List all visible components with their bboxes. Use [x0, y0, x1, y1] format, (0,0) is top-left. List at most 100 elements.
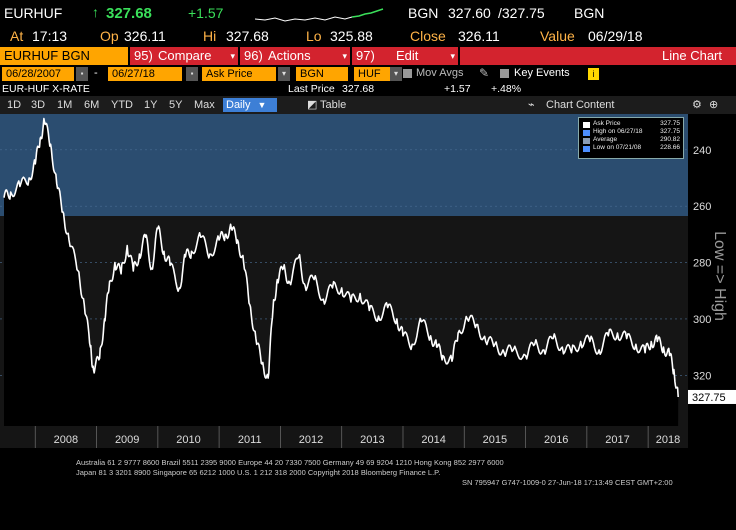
open-label: Op: [100, 28, 119, 44]
ticker: EURHUF: [4, 5, 63, 21]
chevron-down-icon: ▼: [257, 100, 267, 110]
x-tick-label: 2014: [421, 434, 445, 446]
period-max[interactable]: Max: [194, 99, 215, 111]
pencil-icon[interactable]: ✎: [479, 66, 490, 80]
x-tick-label: 2011: [238, 434, 262, 446]
table-icon[interactable]: ◩: [307, 99, 318, 111]
compare-button[interactable]: 95) Compare ▾: [130, 47, 238, 65]
y-tick-label: 240: [693, 145, 711, 157]
x-tick-label: 2008: [54, 434, 78, 446]
calendar-icon[interactable]: ▪: [76, 67, 88, 81]
footer-line-3: SN 795947 G747-1009-0 27-Jun-18 17:13:49…: [462, 478, 673, 487]
current-price-tag: 327.75: [688, 389, 736, 404]
change-value: +1.57: [444, 83, 471, 95]
gear-icon[interactable]: ⚙: [692, 99, 702, 111]
legend-high-label: High on 06/27/18: [593, 128, 643, 135]
chart-content-icon[interactable]: ⌁: [528, 99, 535, 111]
percent-change: +.48%: [491, 83, 522, 95]
x-tick-label: 2016: [544, 434, 568, 446]
mov-avgs-label: Mov Avgs: [416, 67, 464, 79]
x-tick-label: 2009: [115, 434, 139, 446]
field-select[interactable]: Ask Price: [202, 67, 276, 81]
edit-label: Edit: [396, 48, 419, 63]
edit-button[interactable]: 97) Edit ▾: [352, 47, 458, 65]
period-1d[interactable]: 1D: [7, 99, 22, 111]
legend-series-value: 327.75: [660, 120, 680, 127]
period-5y[interactable]: 5Y: [169, 99, 183, 111]
mov-avgs-checkbox[interactable]: [403, 69, 412, 78]
frequency-select[interactable]: Daily ▼: [223, 98, 277, 112]
footer: Australia 61 2 9777 8600 Brazil 5511 239…: [0, 458, 736, 530]
x-tick-label: 2017: [605, 434, 629, 446]
calendar-icon[interactable]: ▪: [186, 67, 198, 81]
chart-toolbar: 1D 3D 1M 6M YTD 1Y 5Y Max Daily ▼ ◩ Tabl…: [0, 96, 736, 114]
high-value: 327.68: [226, 28, 269, 44]
edit-number: 97): [356, 48, 375, 63]
quote-details: At 17:13 Op 326.11 Hi 327.68 Lo 325.88 C…: [0, 26, 736, 46]
close-value: 326.11: [458, 28, 500, 44]
chart-content-button[interactable]: Chart Content: [546, 99, 615, 111]
low-label: Lo: [306, 28, 322, 44]
actions-label: Actions: [268, 48, 311, 63]
price-area-fill: [4, 118, 679, 426]
legend-swatch-series: [583, 122, 590, 128]
x-tick-label: 2012: [299, 434, 323, 446]
up-arrow-icon: ↑: [92, 4, 99, 20]
x-tick-label: 2015: [483, 434, 507, 446]
frequency-label: Daily: [226, 99, 251, 111]
x-tick-label: 2013: [360, 434, 384, 446]
bid-price: 327.60: [448, 5, 491, 21]
chart-type-title: Line Chart: [460, 47, 736, 65]
sparkline: [255, 8, 384, 22]
zoom-icon[interactable]: ⊕: [709, 99, 719, 111]
current-price-box: [688, 389, 736, 404]
legend-swatch-average: [583, 138, 590, 144]
last-price: 327.68: [106, 5, 152, 22]
source-select[interactable]: BGN: [296, 67, 348, 81]
quote-source-2: BGN: [574, 5, 605, 21]
period-ytd[interactable]: YTD: [111, 99, 133, 111]
info-row: EUR-HUF X-RATE Last Price 327.68 +1.57 +…: [0, 82, 736, 96]
table-button[interactable]: Table: [320, 99, 347, 111]
actions-button[interactable]: 96) Actions ▾: [240, 47, 350, 65]
ask-price: /327.75: [498, 5, 545, 21]
quote-header: EURHUF ↑ 327.68 +1.57 BGN 327.60 /327.75…: [0, 0, 736, 26]
actions-number: 96): [244, 48, 263, 63]
info-icon[interactable]: i: [588, 68, 599, 80]
chevron-down-icon: ▾: [230, 51, 235, 61]
start-date-field[interactable]: 06/28/2007: [2, 67, 74, 81]
chart-legend[interactable]: Ask Price 327.75 High on 06/27/18 327.75…: [578, 117, 684, 159]
security-field[interactable]: EURHUF BGN Curncy: [0, 47, 128, 81]
legend-average-value: 290.82: [660, 136, 680, 143]
low-value: 325.88: [330, 28, 373, 44]
current-price-label: 327.75: [692, 392, 726, 404]
compare-number: 95): [134, 48, 153, 63]
chevron-down-icon[interactable]: ▾: [278, 67, 290, 81]
net-change: +1.57: [188, 5, 224, 21]
function-bar: EURHUF BGN Curncy 95) Compare ▾ 96) Acti…: [0, 47, 736, 81]
currency-select[interactable]: HUF: [354, 67, 390, 81]
end-date-field[interactable]: 06/27/18: [108, 67, 182, 81]
parameter-row: 06/28/2007 ▪ - 06/27/18 ▪ Ask Price ▾ BG…: [0, 66, 736, 82]
high-label: Hi: [203, 28, 217, 44]
period-6m[interactable]: 6M: [84, 99, 100, 111]
security-name: EUR-HUF X-RATE: [2, 83, 90, 95]
legend-swatch-low: [583, 146, 590, 152]
legend-swatch-high: [583, 130, 590, 136]
y-axis-ticks: 240 260 280 300 320: [693, 145, 711, 382]
date-range-dash: -: [94, 67, 98, 79]
period-1m[interactable]: 1M: [57, 99, 73, 111]
period-1y[interactable]: 1Y: [144, 99, 158, 111]
quote-source: BGN: [408, 5, 439, 21]
value-date: 06/29/18: [588, 28, 643, 44]
last-price-label: Last Price: [288, 83, 335, 95]
quote-time: 17:13: [32, 28, 68, 44]
price-chart[interactable]: 240 260 280 300 320 2008 2009 2010 2011 2012 2013…: [0, 114, 736, 458]
period-3d[interactable]: 3D: [31, 99, 46, 111]
chevron-down-icon[interactable]: ▾: [390, 67, 402, 81]
y-tick-label: 260: [693, 201, 711, 213]
upper-band: [0, 114, 688, 216]
key-events-label: Key Events: [514, 67, 570, 79]
legend-high-value: 327.75: [660, 128, 680, 135]
key-events-checkbox[interactable]: [500, 69, 509, 78]
